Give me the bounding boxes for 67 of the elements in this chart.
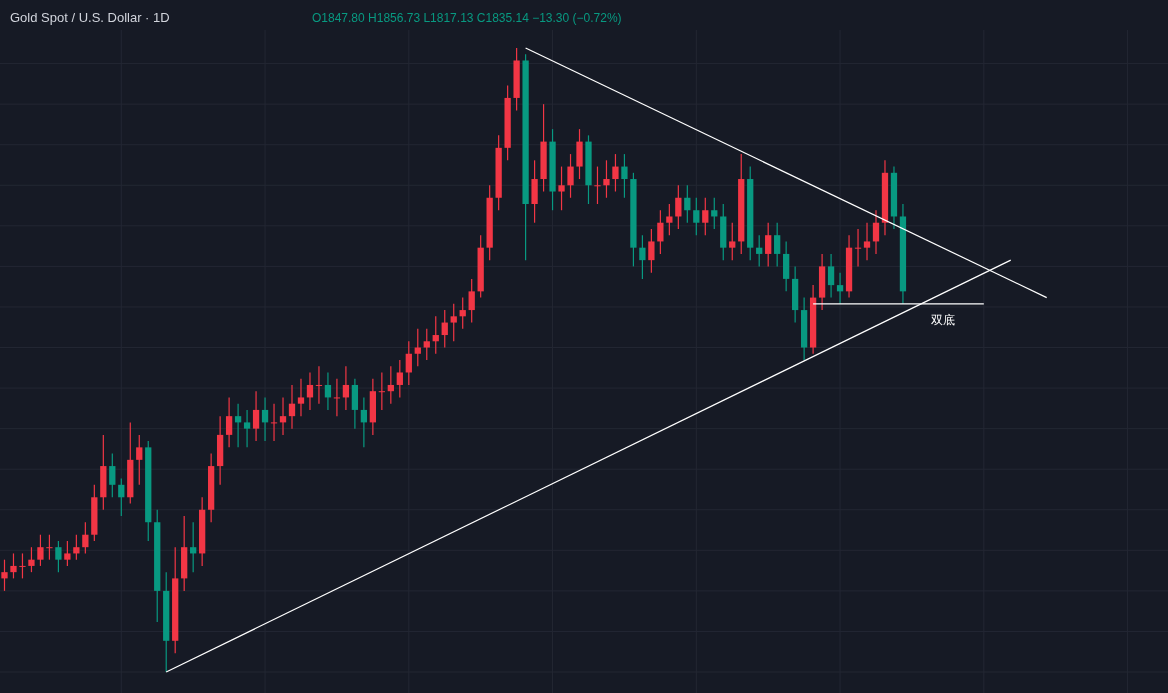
candlestick — [136, 434, 143, 486]
chart-subtitle: O1847.80 H1856.73 L1817.13 C1835.14 −13.30 (−0.72%) — [312, 11, 622, 25]
candlestick — [729, 222, 736, 261]
candlestick — [774, 222, 781, 267]
candlestick — [423, 328, 430, 361]
candlestick — [342, 365, 350, 411]
candlestick — [441, 309, 448, 349]
candlestick — [872, 209, 880, 255]
candlestick — [270, 403, 278, 442]
candlestick — [82, 521, 89, 555]
candlestick — [279, 396, 287, 436]
candlestick — [315, 365, 323, 405]
candlestick — [118, 477, 125, 517]
candlestick — [432, 315, 439, 355]
candlestick — [396, 359, 403, 399]
candlestick — [333, 378, 341, 417]
candlestick — [450, 303, 457, 342]
candlestick — [306, 371, 314, 411]
candlestick — [603, 159, 610, 199]
candlestick — [765, 222, 772, 267]
candlestick — [55, 540, 62, 573]
candlestick — [387, 365, 394, 405]
candlestick — [252, 390, 260, 442]
candlestick — [1, 559, 8, 592]
candlestick — [612, 153, 619, 193]
candlestick — [288, 384, 296, 430]
candlestick — [854, 228, 862, 267]
candlestick — [863, 222, 871, 261]
candlestick — [261, 396, 269, 442]
candlestick — [836, 272, 844, 305]
candlestick — [468, 278, 475, 324]
candlestick — [378, 371, 385, 411]
candlestick — [19, 552, 26, 579]
candlestick — [37, 534, 44, 567]
candlestick — [639, 234, 646, 280]
candlestick — [190, 521, 197, 573]
candlestick — [243, 409, 251, 448]
candlestick — [64, 540, 71, 567]
candlestick — [234, 403, 242, 448]
candlestick — [28, 546, 35, 573]
candlestick — [405, 340, 412, 386]
candlestick — [414, 328, 421, 367]
candlestick — [109, 453, 116, 498]
candlestick — [10, 552, 17, 579]
candlestick — [225, 396, 233, 448]
candlestick — [684, 184, 691, 224]
candlestick — [702, 197, 709, 236]
candlestick — [594, 165, 601, 205]
candlestick — [297, 378, 305, 417]
candlestick — [46, 534, 53, 561]
series-label: 双底 — [930, 312, 955, 327]
candlestick — [827, 253, 835, 299]
candlestick — [756, 234, 763, 267]
chart-title: Gold Spot / U.S. Dollar · 1D — [10, 10, 170, 25]
candlestick — [567, 153, 574, 199]
candlestick — [324, 371, 332, 411]
candlestick — [73, 534, 80, 561]
candlestick — [648, 228, 655, 274]
candlestick — [657, 209, 664, 255]
candlestick — [675, 184, 682, 230]
candlestick — [459, 297, 466, 330]
candlestick — [621, 153, 628, 199]
candlestick — [558, 165, 565, 211]
candlestick — [693, 197, 700, 236]
candlestick — [711, 197, 718, 230]
candlestick — [666, 203, 673, 236]
candlestick — [360, 396, 368, 448]
